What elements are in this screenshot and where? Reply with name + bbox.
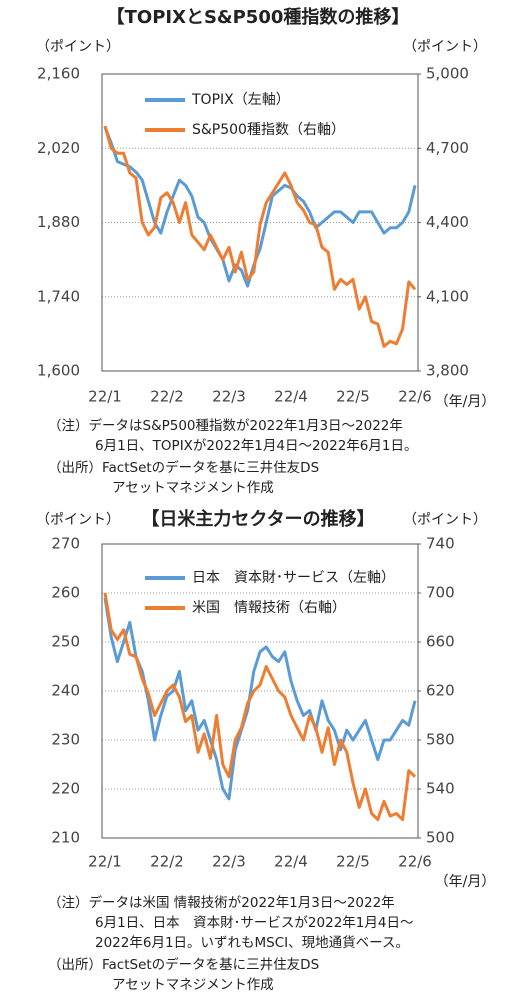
y-tick-label: 1,600 xyxy=(37,362,80,380)
legend-label: S&P500種指数（右軸） xyxy=(192,122,345,138)
y-tick-label: 260 xyxy=(51,584,80,602)
y2-tick-label: 500 xyxy=(426,829,455,847)
data-line xyxy=(103,597,417,801)
y-tick-label: 1,880 xyxy=(37,213,80,231)
x-tick-label: 22/2 xyxy=(150,853,184,871)
y-tick-label: 240 xyxy=(51,682,80,700)
y2-axis-label: （ポイント） xyxy=(403,512,487,528)
y2-tick-label: 620 xyxy=(426,682,455,700)
x-tick-label: 22/3 xyxy=(212,853,246,871)
x-axis-label: （年/月） xyxy=(435,394,496,410)
x-tick-label: 22/4 xyxy=(274,853,308,871)
x-tick-label: 22/2 xyxy=(150,388,184,406)
x-tick-label: 22/6 xyxy=(398,853,432,871)
x-tick-label: 22/3 xyxy=(212,388,246,406)
x-axis-label: （年/月） xyxy=(435,874,496,890)
y-tick-label: 230 xyxy=(51,731,80,749)
y-axis-label: （ポイント） xyxy=(36,39,120,55)
y2-axis-label: （ポイント） xyxy=(403,39,487,55)
legend-label: 日本 資本財･サービス（左軸） xyxy=(192,570,395,586)
y2-tick-label: 4,400 xyxy=(426,213,469,231)
y-tick-label: 220 xyxy=(51,780,80,798)
x-tick-label: 22/6 xyxy=(398,388,432,406)
chart-title: 【TOPIXとS&P500種指数の推移】 xyxy=(107,6,410,28)
legend-label: TOPIX（左軸） xyxy=(191,92,290,108)
y2-tick-label: 700 xyxy=(426,584,455,602)
plot-frame xyxy=(101,543,419,839)
note: （出所）FactSetのデータを基に三井住友DS xyxy=(48,459,319,476)
y-tick-label: 210 xyxy=(51,829,80,847)
x-tick-label: 22/5 xyxy=(336,388,370,406)
y-tick-label: 250 xyxy=(51,633,80,651)
x-tick-label: 22/4 xyxy=(274,388,308,406)
note: 2022年6月1日。いずれもMSCI、現地通貨ベース。 xyxy=(95,934,409,951)
x-tick-label: 22/5 xyxy=(336,853,370,871)
data-line xyxy=(103,125,417,348)
note: （出所）FactSetのデータを基に三井住友DS xyxy=(48,956,319,973)
data-line xyxy=(103,592,417,822)
y2-tick-label: 4,700 xyxy=(426,139,469,157)
note: 6月1日、TOPIXが2022年1月4日～2022年6月1日。 xyxy=(95,438,418,454)
note: （注）データは米国 情報技術が2022年1月3日～2022年 xyxy=(48,894,395,911)
y2-tick-label: 5,000 xyxy=(426,65,469,83)
y2-tick-label: 3,800 xyxy=(426,362,469,380)
note: アセットマネジメント作成 xyxy=(112,977,274,993)
y2-tick-label: 4,100 xyxy=(426,287,469,305)
note: アセットマネジメント作成 xyxy=(112,480,274,496)
note: 6月1日、日本 資本財･サービスが2022年1月4日～ xyxy=(95,915,413,931)
y-tick-label: 2,160 xyxy=(37,65,80,83)
y-tick-label: 2,020 xyxy=(37,139,80,157)
x-tick-label: 22/1 xyxy=(88,388,122,406)
y-axis-label: （ポイント） xyxy=(36,512,120,528)
y2-tick-label: 740 xyxy=(426,535,455,553)
y2-tick-label: 660 xyxy=(426,633,455,651)
y-tick-label: 1,740 xyxy=(37,287,80,305)
legend-label: 米国 情報技術（右軸） xyxy=(192,600,346,616)
note: （注）データはS&P500種指数が2022年1月3日～2022年 xyxy=(48,417,403,434)
y2-tick-label: 540 xyxy=(426,780,455,798)
plot-frame xyxy=(101,73,419,372)
chart-title: 【日米主力セクターの推移】 xyxy=(141,508,374,530)
y-tick-label: 270 xyxy=(51,535,80,553)
y2-tick-label: 580 xyxy=(426,731,455,749)
data-line xyxy=(103,126,417,288)
x-tick-label: 22/1 xyxy=(88,853,122,871)
